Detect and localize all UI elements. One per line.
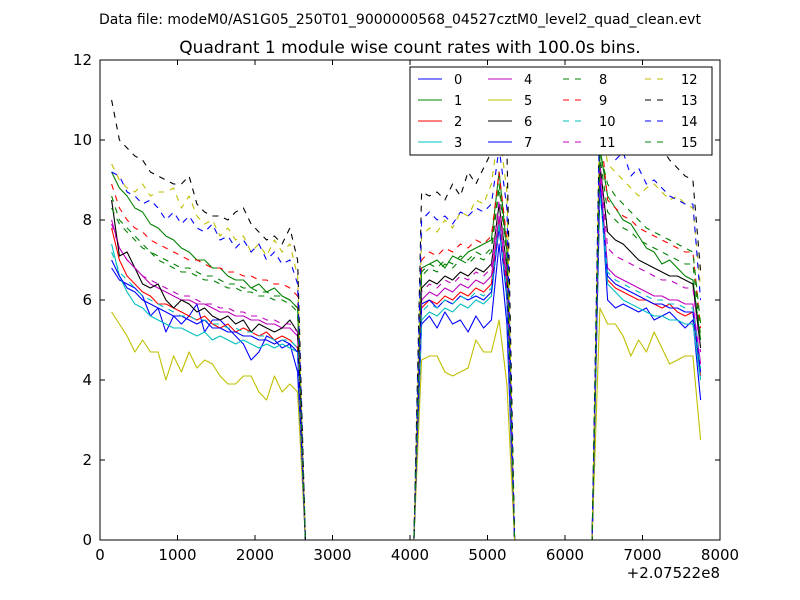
legend-label-7: 7	[524, 136, 532, 151]
x-offset-label: +2.07522e8	[627, 564, 720, 582]
legend-label-0: 0	[454, 73, 462, 88]
x-tick-label: 4000	[391, 546, 429, 564]
x-tick-label: 5000	[468, 546, 506, 564]
legend-label-4: 4	[524, 73, 532, 88]
chart-title: Quadrant 1 module wise count rates with …	[179, 38, 640, 58]
x-tick-label: 6000	[546, 546, 584, 564]
x-tick-label: 7000	[623, 546, 661, 564]
x-tick-label: 2000	[236, 546, 274, 564]
legend-label-8: 8	[599, 73, 607, 88]
y-tick-label: 4	[82, 371, 92, 389]
legend-label-9: 9	[599, 94, 607, 109]
series-line-4	[111, 171, 702, 540]
y-tick-label: 2	[82, 451, 92, 469]
x-tick-label: 8000	[701, 546, 739, 564]
legend-label-2: 2	[454, 115, 462, 130]
series-line-6	[111, 163, 702, 540]
y-tick-label: 8	[82, 211, 92, 229]
y-tick-label: 10	[73, 131, 92, 149]
legend-label-15: 15	[681, 136, 698, 151]
legend-label-5: 5	[524, 94, 532, 109]
series-line-11	[111, 163, 702, 540]
x-tick-label: 1000	[158, 546, 196, 564]
legend-label-3: 3	[454, 136, 462, 151]
legend-label-1: 1	[454, 94, 462, 109]
series-line-8	[111, 155, 702, 540]
series-line-1	[111, 147, 702, 540]
legend-label-14: 14	[681, 115, 698, 130]
x-tick-label: 3000	[313, 546, 351, 564]
legend-label-12: 12	[681, 73, 698, 88]
legend-label-11: 11	[599, 136, 616, 151]
tick-layer: 0 1000 2000 3000 4000 5000 6000 7000 80000246810…	[73, 51, 739, 564]
legend-label-10: 10	[599, 115, 616, 130]
series-line-5	[111, 307, 702, 540]
plot-frame	[99, 59, 721, 541]
series-line-15	[111, 151, 702, 540]
y-tick-label: 12	[73, 51, 92, 69]
y-tick-label: 0	[82, 531, 92, 549]
x-tick-label: 0	[95, 546, 105, 564]
legend-label-6: 6	[524, 115, 532, 130]
y-tick-label: 6	[82, 291, 92, 309]
legend-box	[409, 66, 713, 156]
legend-label-13: 13	[681, 94, 698, 109]
chart-suptitle: Data file: modeM0/AS1G05_250T01_90000005…	[99, 12, 701, 28]
